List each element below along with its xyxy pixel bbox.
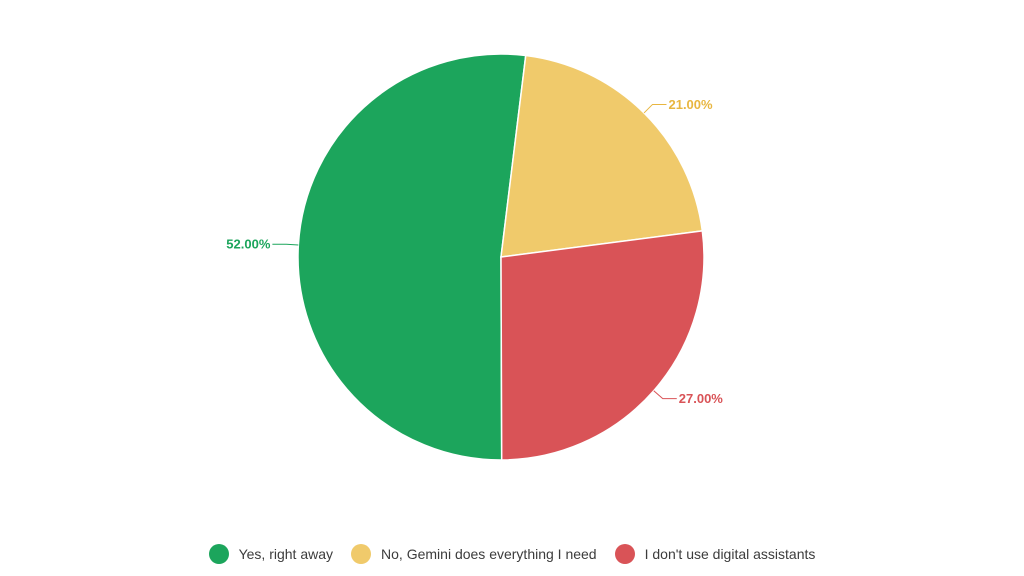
leader-line-2 (653, 390, 677, 400)
leader-line-1 (643, 103, 667, 114)
legend-label-yes-right-away: Yes, right away (238, 546, 334, 562)
slice-leader-lines (272, 103, 677, 400)
pie-slice-1[interactable] (500, 54, 704, 258)
legend-swatch-no-gemini (351, 544, 372, 564)
chart-legend: Yes, right away No, Gemini does everythi… (0, 540, 1024, 568)
legend-item-no-digital-assistants[interactable]: I don't use digital assistants (614, 544, 816, 564)
slice-label-0: 52.00% (226, 237, 271, 252)
slice-labels: 52.00% 21.00% 27.00% (226, 97, 723, 406)
legend-swatch-no-digital-assistants (614, 544, 635, 564)
legend-label-no-digital-assistants: I don't use digital assistants (644, 546, 816, 562)
pie-slice-0[interactable] (297, 53, 527, 461)
slice-label-2: 27.00% (679, 391, 724, 406)
legend-swatch-yes-right-away (208, 544, 229, 564)
legend-label-no-gemini: No, Gemini does everything I need (381, 546, 597, 562)
pie-slice-2[interactable] (500, 230, 705, 461)
leader-line-0 (272, 243, 299, 246)
legend-item-yes-right-away[interactable]: Yes, right away (208, 544, 334, 564)
legend-item-no-gemini[interactable]: No, Gemini does everything I need (351, 544, 597, 564)
slice-label-1: 21.00% (668, 97, 713, 112)
pie-slices (297, 53, 705, 461)
